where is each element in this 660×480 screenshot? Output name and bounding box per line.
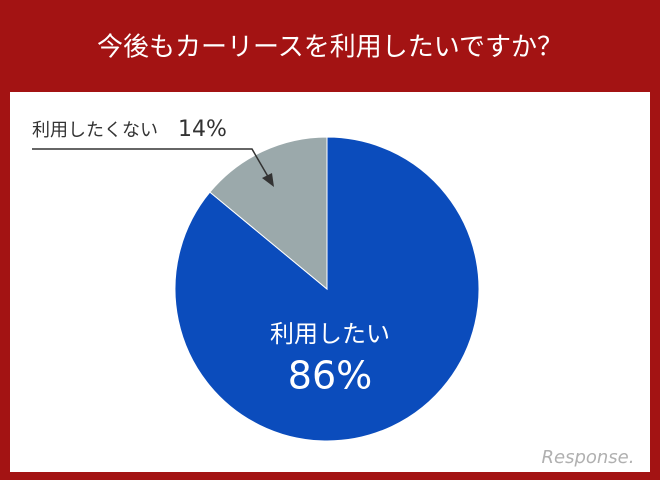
arrow-head xyxy=(262,173,274,187)
pie-slice xyxy=(174,136,480,442)
chart-title: 今後もカーリースを利用したいですか？ xyxy=(97,33,563,63)
slice-label: 利用したい xyxy=(270,320,390,348)
pie-slice xyxy=(209,136,328,291)
slice-label: 利用したくない xyxy=(32,120,158,141)
value-label: 14% xyxy=(178,117,227,142)
leader-line xyxy=(32,148,271,181)
watermark: Response. xyxy=(542,447,635,468)
value-label: 86% xyxy=(288,354,372,398)
